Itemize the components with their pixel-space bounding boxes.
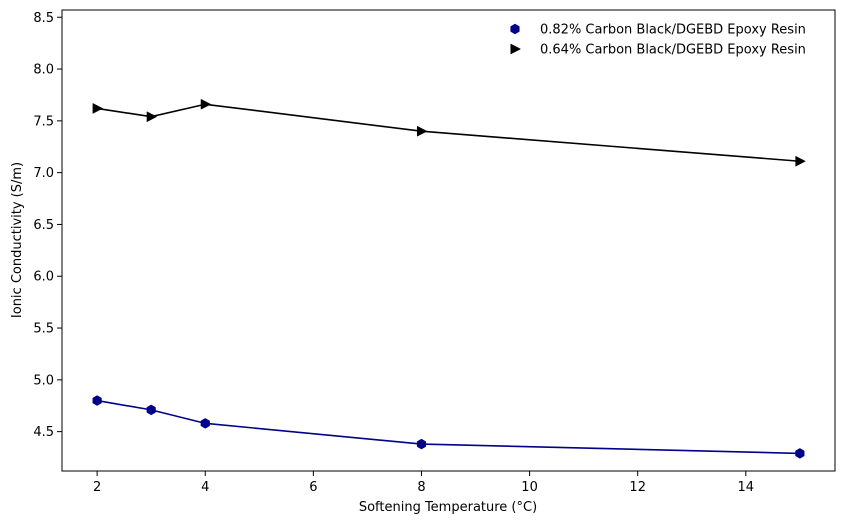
data-point — [416, 438, 427, 450]
legend-item: 0.64% Carbon Black/DGEBD Epoxy Resin — [510, 43, 806, 58]
plot-frame — [61, 9, 836, 472]
plot-area — [62, 10, 835, 471]
y-axis: 4.5 5.0 5.5 6.0 6.5 7.0 7.5 8.0 8.5 — [33, 11, 62, 440]
y-tick-label: 7.0 — [33, 166, 54, 181]
y-tick-label: 7.5 — [33, 114, 54, 129]
y-tick-label: 5.0 — [33, 373, 54, 388]
y-tick-label: 6.5 — [33, 218, 54, 233]
x-tick-label: 10 — [521, 480, 538, 495]
data-point — [795, 448, 805, 459]
series-2 — [92, 98, 806, 167]
data-point — [92, 395, 102, 406]
legend: 0.82% Carbon Black/DGEBD Epoxy Resin 0.64… — [510, 23, 806, 58]
series-1 — [92, 395, 805, 459]
x-tick-label: 2 — [93, 480, 101, 495]
data-point — [146, 404, 156, 416]
x-tick-label: 6 — [309, 480, 317, 495]
y-tick-label: 8.5 — [33, 11, 54, 26]
data-point — [200, 98, 212, 110]
data-point — [146, 111, 158, 123]
y-tick-label: 5.5 — [33, 322, 54, 337]
x-axis: 2 4 6 8 10 12 14 — [93, 471, 754, 495]
y-tick-label: 8.0 — [33, 63, 54, 78]
x-axis-title: Softening Temperature (°C) — [359, 500, 537, 515]
legend-item: 0.82% Carbon Black/DGEBD Epoxy Resin — [510, 23, 806, 38]
data-point — [200, 418, 210, 429]
x-tick-label: 4 — [201, 480, 209, 495]
y-tick-label: 4.5 — [33, 425, 54, 440]
x-tick-label: 12 — [629, 480, 646, 495]
series-layer — [92, 98, 806, 459]
x-tick-label: 14 — [738, 480, 755, 495]
data-point — [416, 125, 428, 137]
legend-label: 0.64% Carbon Black/DGEBD Epoxy Resin — [540, 43, 806, 58]
legend-marker — [510, 43, 522, 55]
data-point — [92, 103, 104, 114]
legend-marker — [510, 23, 520, 35]
legend-label: 0.82% Carbon Black/DGEBD Epoxy Resin — [540, 23, 806, 38]
y-axis-title: Ionic Conductivity (S/m) — [10, 162, 25, 318]
data-point — [795, 155, 806, 167]
x-tick-label: 8 — [417, 480, 425, 495]
y-tick-label: 6.0 — [33, 270, 54, 285]
